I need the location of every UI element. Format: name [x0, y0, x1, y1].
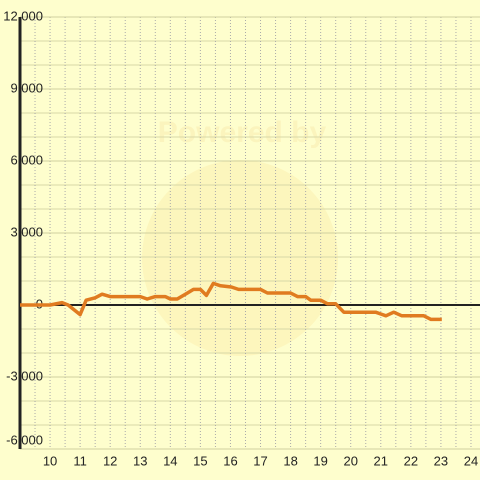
x-tick-label: 11: [73, 453, 87, 468]
x-tick-label: 12: [103, 453, 117, 468]
x-tick-label: 21: [374, 453, 388, 468]
x-tick-label: 22: [404, 453, 418, 468]
x-tick-label: 14: [163, 453, 177, 468]
x-tick-label: 19: [313, 453, 327, 468]
x-tick-label: 10: [43, 453, 57, 468]
y-tick-label: 3,000: [10, 224, 43, 239]
watermark-globe: [142, 160, 338, 356]
x-tick-label: 20: [343, 453, 357, 468]
x-tick-label: 24: [464, 453, 478, 468]
x-tick-label: 15: [193, 453, 207, 468]
data-line: [20, 281, 442, 322]
y-tick-label: 12,000: [3, 8, 43, 23]
y-tick-label: -3,000: [6, 368, 43, 383]
x-tick-label: 17: [253, 453, 267, 468]
y-tick-label: -6,000: [6, 432, 43, 447]
x-tick-label: 18: [283, 453, 297, 468]
watermark-text: Powered by: [158, 116, 327, 149]
x-tick-label: 13: [133, 453, 147, 468]
y-tick-label: 9,000: [10, 80, 43, 95]
x-tick-label: 23: [434, 453, 448, 468]
x-tick-label: 16: [223, 453, 237, 468]
y-tick-label: 6,000: [10, 152, 43, 167]
